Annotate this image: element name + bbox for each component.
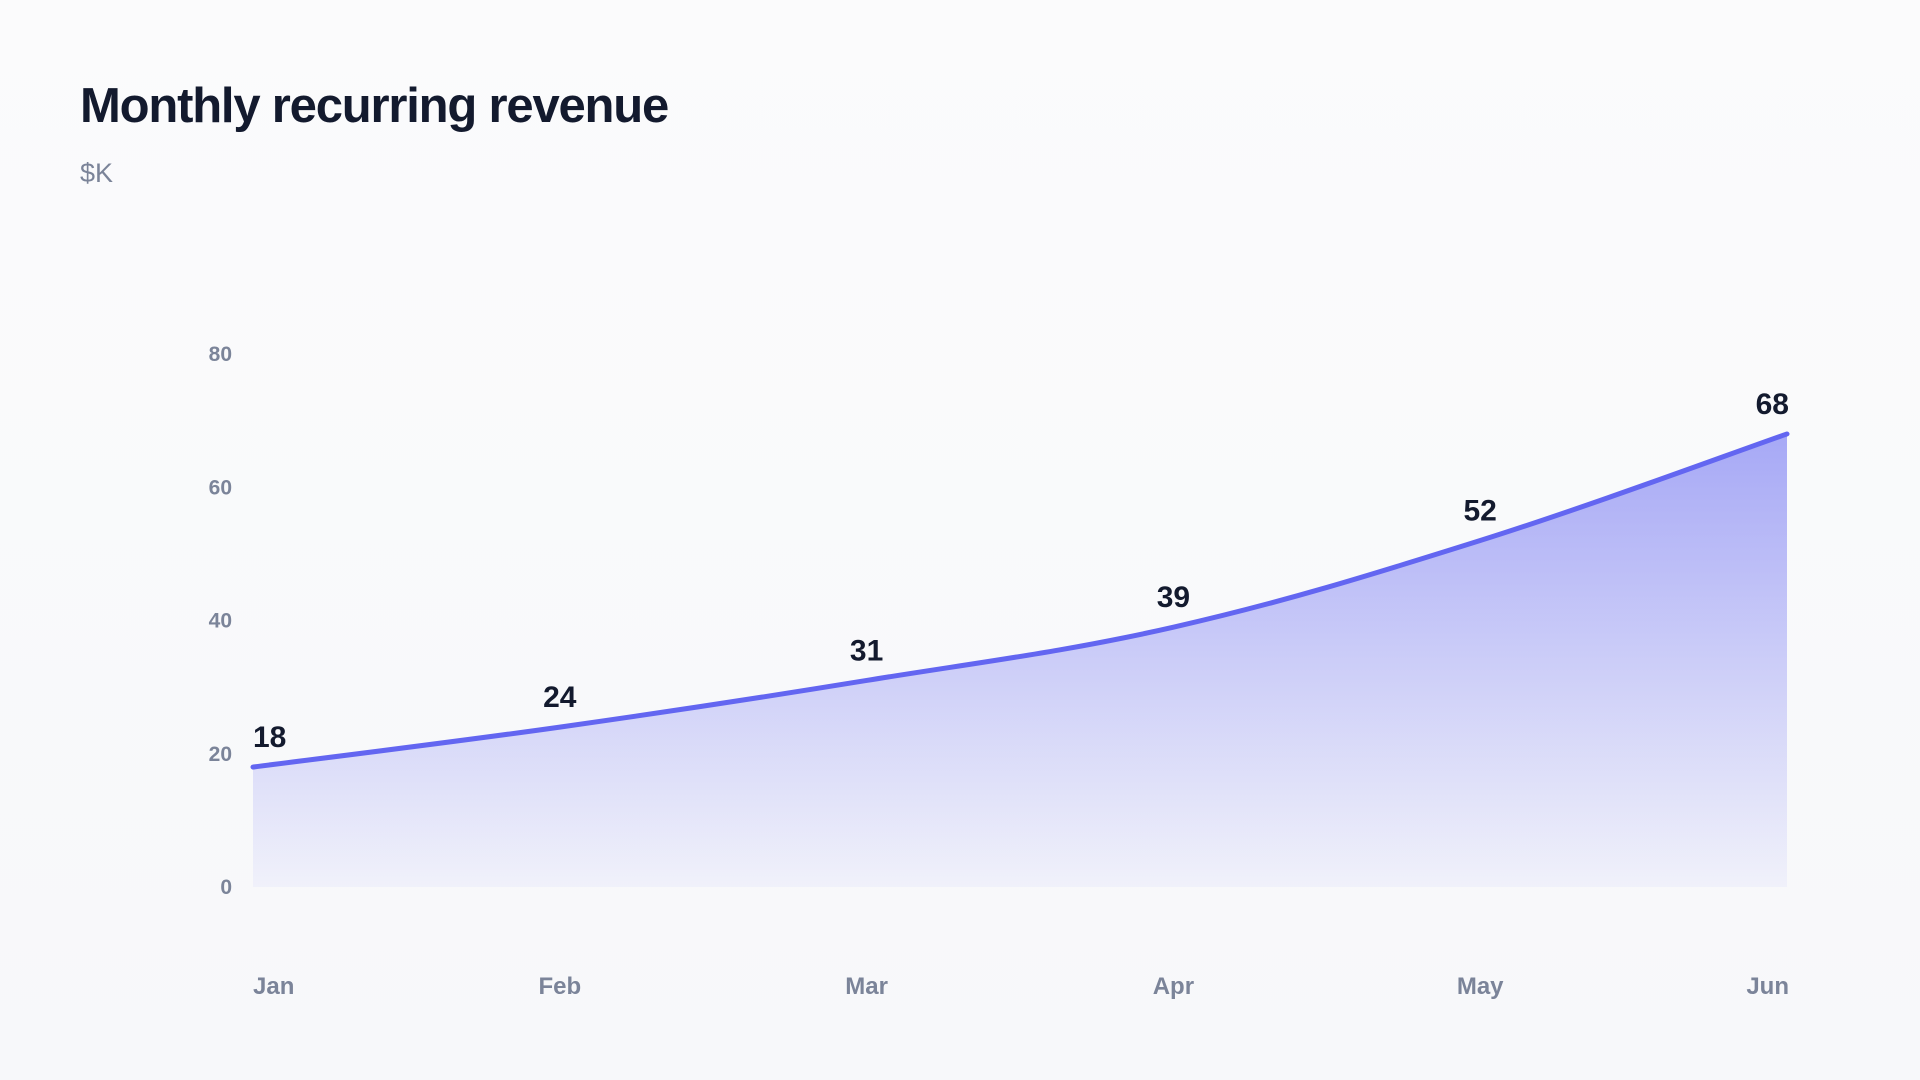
x-tick-label: Mar xyxy=(845,973,888,1000)
x-tick-label: Jan xyxy=(253,973,294,1000)
x-tick-label: Jun xyxy=(1746,973,1789,1000)
chart-subtitle: $K xyxy=(80,158,114,188)
y-tick-label: 80 xyxy=(209,343,232,366)
chart-title: Monthly recurring revenue xyxy=(80,79,669,133)
y-tick-label: 20 xyxy=(209,743,232,766)
data-label: 52 xyxy=(1464,495,1497,528)
data-label: 24 xyxy=(543,681,577,714)
x-tick-label: Apr xyxy=(1153,973,1194,1000)
x-tick-label: Feb xyxy=(538,973,581,1000)
data-label: 18 xyxy=(253,721,286,754)
y-tick-label: 0 xyxy=(220,876,232,899)
data-label: 39 xyxy=(1157,581,1190,614)
series-line xyxy=(250,431,1790,770)
data-label: 31 xyxy=(850,634,883,667)
x-axis: Jan Feb Mar Apr May Jun xyxy=(253,973,1789,1000)
area-fill xyxy=(253,433,1787,887)
y-tick-label: 40 xyxy=(209,610,232,633)
data-labels: 18 24 31 39 52 68 xyxy=(253,388,1789,754)
y-axis: 0 20 40 60 80 xyxy=(209,343,232,899)
y-tick-label: 60 xyxy=(209,476,232,499)
x-tick-label: May xyxy=(1457,973,1504,1000)
data-label: 68 xyxy=(1756,388,1789,421)
plot-area xyxy=(250,431,1790,887)
